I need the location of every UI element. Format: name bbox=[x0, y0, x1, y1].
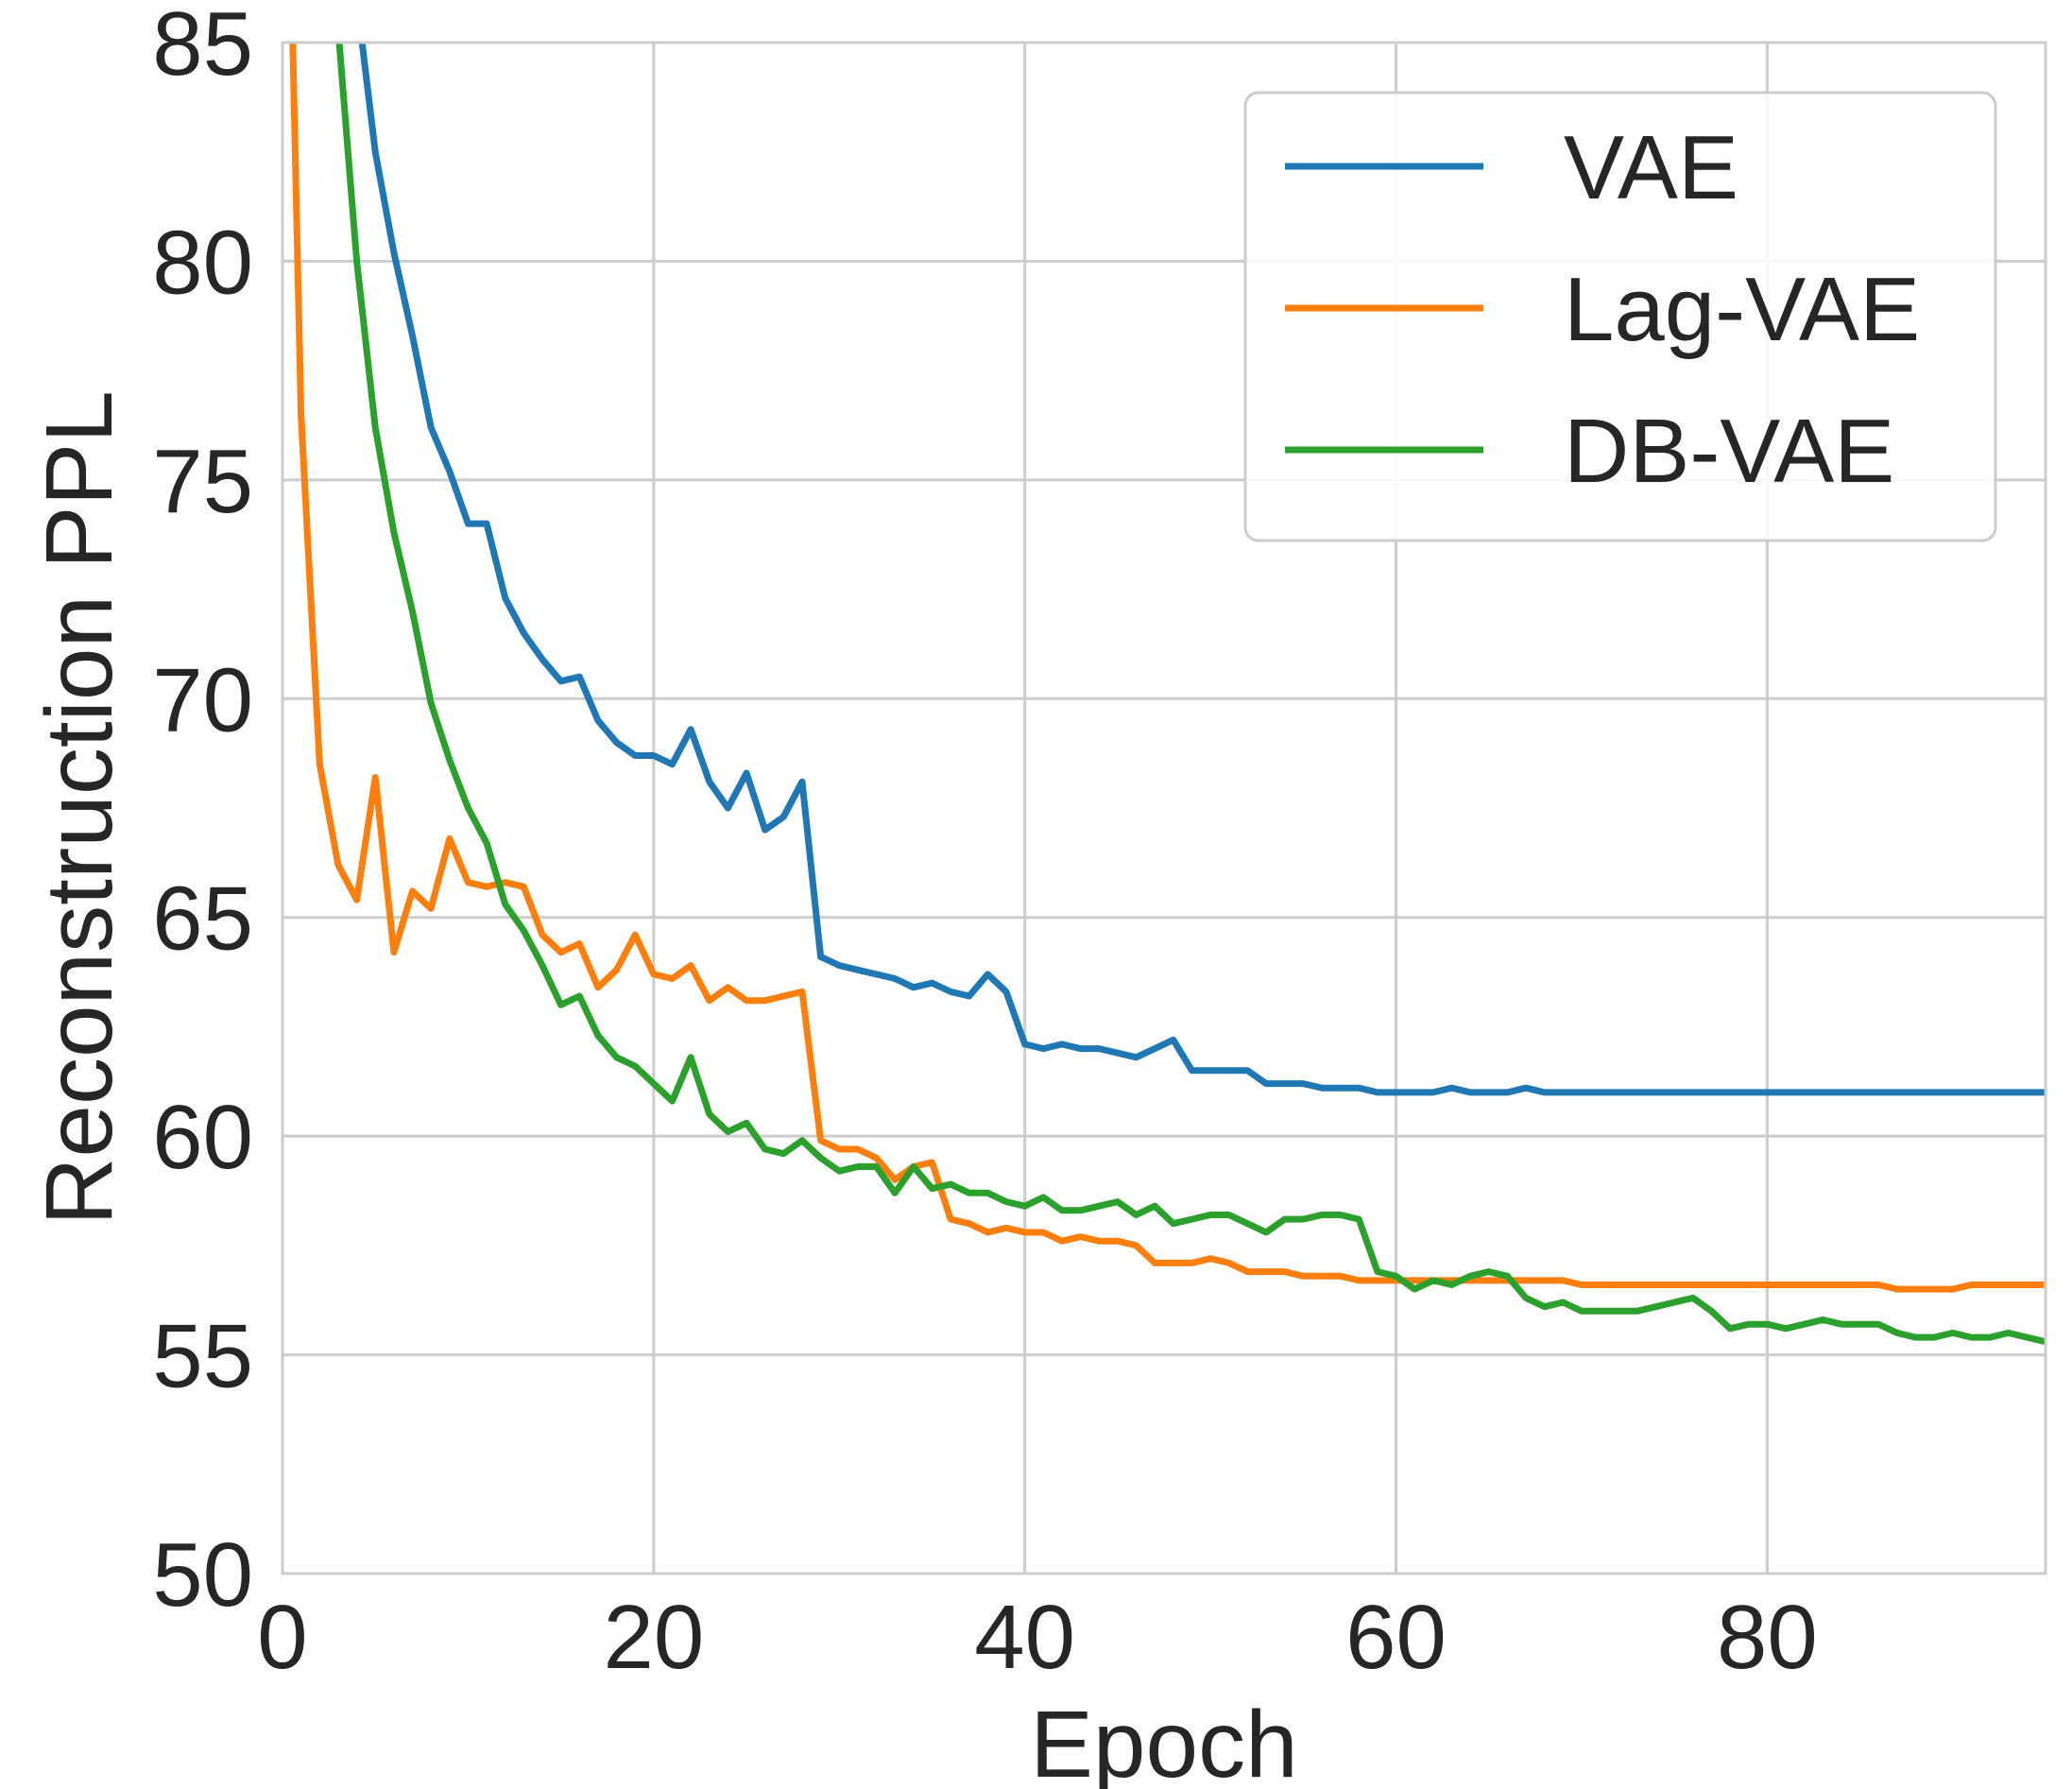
x-tick-label: 20 bbox=[603, 1587, 704, 1688]
y-tick-label: 70 bbox=[152, 649, 253, 750]
y-tick-label: 60 bbox=[152, 1087, 253, 1188]
x-axis-title: Epoch bbox=[1030, 1692, 1298, 1789]
legend-label: Lag-VAE bbox=[1564, 259, 1920, 360]
y-tick-label: 50 bbox=[152, 1524, 253, 1626]
plot-frame bbox=[281, 41, 2047, 1575]
x-tick-label: 0 bbox=[257, 1587, 307, 1688]
y-tick-label: 85 bbox=[152, 0, 253, 95]
legend-box bbox=[1243, 91, 1997, 542]
y-tick-label: 55 bbox=[152, 1306, 253, 1407]
series-line-vae bbox=[358, 43, 2046, 1096]
series-line-db-vae bbox=[335, 43, 2046, 1346]
series-line-lag-vae bbox=[289, 43, 2046, 1293]
y-tick-label: 75 bbox=[152, 431, 253, 532]
x-tick-label: 40 bbox=[974, 1587, 1075, 1688]
y-tick-labels: 50 55 60 65 70 75 80 85 bbox=[152, 0, 253, 1626]
y-axis-title: Reconstruction PPL bbox=[26, 390, 132, 1226]
x-tick-labels: 0 20 40 60 80 bbox=[257, 1587, 1817, 1688]
y-tick-label: 65 bbox=[152, 869, 253, 970]
x-tick-label: 60 bbox=[1345, 1587, 1447, 1688]
series-layer bbox=[289, 43, 2046, 1346]
legend-label: DB-VAE bbox=[1564, 401, 1894, 502]
x-tick-label: 80 bbox=[1717, 1587, 1818, 1688]
legend-label: VAE bbox=[1564, 117, 1738, 218]
legend: VAE Lag-VAE DB-VAE bbox=[1243, 91, 1997, 542]
y-tick-label: 80 bbox=[152, 212, 253, 313]
